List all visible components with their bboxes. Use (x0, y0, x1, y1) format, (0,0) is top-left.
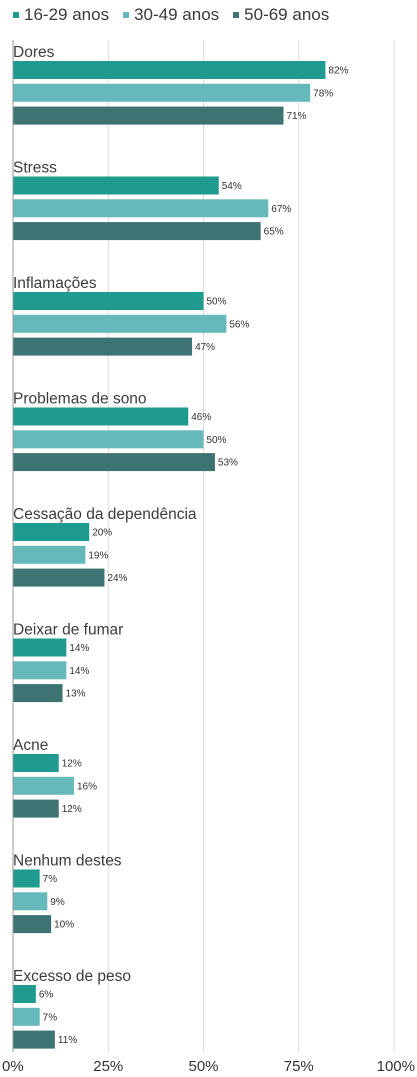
value-label: 54% (222, 181, 242, 192)
x-tick-label: 50% (188, 1058, 218, 1075)
bar-2-3 (13, 314, 227, 333)
legend-label-50-69: 50-69 anos (244, 5, 330, 24)
legend-item-16-29: 16-29 anos (13, 5, 109, 25)
bar-3-8 (13, 915, 52, 934)
bar-2-6 (13, 661, 67, 680)
value-label: 12% (62, 759, 82, 770)
x-tick-label: 0% (2, 1058, 24, 1075)
legend-item-30-49: 30-49 anos (123, 5, 219, 25)
bar-3-9 (13, 1030, 55, 1049)
value-label: 56% (229, 319, 249, 330)
value-label: 71% (287, 111, 307, 122)
bar-1-5 (13, 523, 90, 541)
value-label: 65% (264, 227, 284, 238)
x-tick-label: 100% (377, 1058, 415, 1075)
bar-2-2 (13, 199, 269, 218)
value-label: 82% (328, 66, 348, 77)
category-label: Problemas de sono (13, 391, 147, 408)
bar-1-3 (13, 292, 204, 310)
bar-1-9 (13, 985, 36, 1003)
legend-item-50-69: 50-69 anos (233, 5, 329, 25)
bar-2-9 (13, 1007, 40, 1026)
category-label: Excesso de peso (13, 968, 131, 985)
value-label: 7% (43, 1012, 58, 1023)
value-label: 7% (43, 874, 58, 885)
bar-1-2 (13, 176, 219, 195)
value-label: 12% (62, 804, 82, 815)
bar-2-1 (13, 83, 311, 102)
value-label: 13% (66, 689, 86, 700)
bar-2-4 (13, 430, 204, 449)
legend-label-30-49: 30-49 anos (134, 5, 220, 24)
category-label: Stress (13, 160, 57, 177)
bar-2-8 (13, 892, 48, 911)
value-label: 6% (39, 990, 54, 1001)
value-label: 78% (313, 88, 333, 99)
legend-swatch-30-49 (123, 12, 130, 18)
value-label: 53% (218, 458, 238, 469)
bar-1-4 (13, 407, 189, 426)
bar-2-5 (13, 545, 86, 564)
value-label: 19% (88, 550, 108, 561)
value-label: 10% (54, 920, 74, 931)
legend-swatch-50-69 (233, 12, 240, 18)
category-label: Deixar de fumar (13, 622, 123, 639)
category-label: Nenhum destes (13, 853, 122, 870)
legend-swatch-16-29 (13, 12, 19, 18)
bar-1-7 (13, 754, 59, 772)
bar-3-7 (13, 799, 59, 818)
value-label: 47% (195, 342, 215, 353)
category-label: Inflamações (13, 275, 97, 292)
category-label: Cessação da dependência (13, 506, 197, 523)
value-label: 50% (207, 435, 227, 446)
bar-3-6 (13, 684, 63, 703)
x-tick-label: 25% (93, 1058, 123, 1075)
category-label: Acne (13, 737, 48, 754)
bar-2-7 (13, 776, 74, 795)
bar-3-2 (13, 222, 261, 241)
value-label: 24% (107, 573, 127, 584)
value-label: 14% (69, 666, 89, 677)
bar-3-4 (13, 453, 215, 472)
value-label: 11% (58, 1035, 77, 1046)
legend-label-16-29: 16-29 anos (24, 5, 110, 24)
legend: 16-29 anos 30-49 anos 50-69 anos (13, 5, 329, 25)
bar-1-8 (13, 869, 40, 888)
value-label: 67% (271, 204, 291, 215)
bar-3-5 (13, 568, 105, 587)
category-label: Dores (13, 44, 55, 61)
bar-3-3 (13, 337, 193, 356)
value-label: 16% (77, 781, 97, 792)
value-label: 20% (92, 528, 112, 539)
x-tick-label: 75% (284, 1058, 314, 1075)
value-label: 50% (207, 297, 227, 308)
bar-1-1 (13, 61, 326, 79)
bar-1-6 (13, 638, 67, 657)
value-label: 14% (69, 643, 89, 654)
bar-3-1 (13, 106, 284, 125)
value-label: 46% (191, 412, 211, 423)
value-label: 9% (50, 897, 65, 908)
